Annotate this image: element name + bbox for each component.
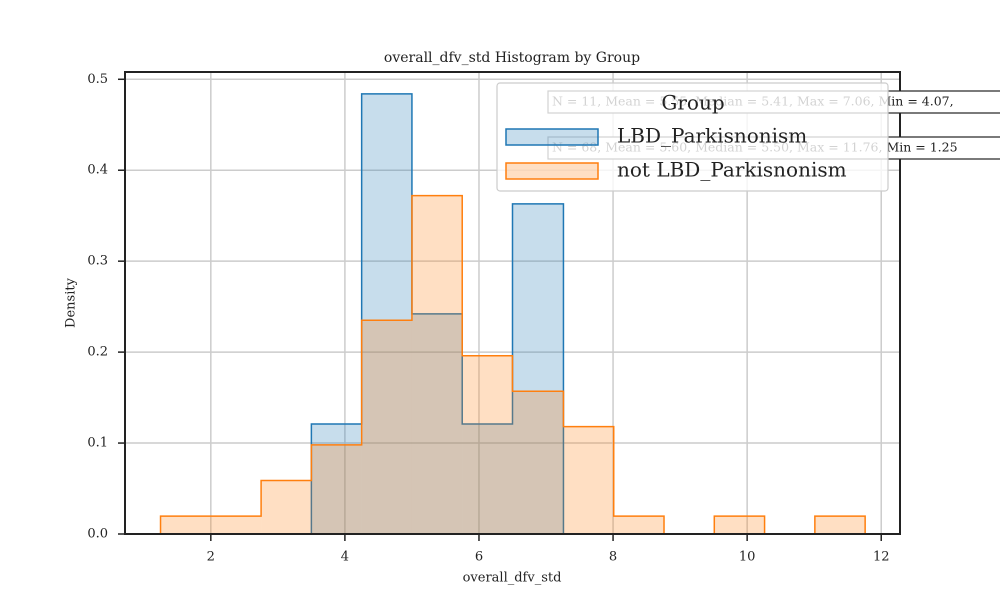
histogram-bar bbox=[814, 516, 866, 534]
histogram-bar bbox=[512, 203, 564, 535]
y-tick-label: 0.3 bbox=[87, 254, 108, 269]
histogram-bar bbox=[210, 516, 262, 534]
histogram-bar bbox=[411, 195, 463, 534]
legend-title: Group bbox=[661, 91, 724, 115]
histogram-bar bbox=[261, 480, 312, 534]
step-outline bbox=[159, 194, 866, 535]
histogram-bar bbox=[311, 444, 362, 534]
y-tick-label: 0.4 bbox=[87, 163, 108, 178]
legend-label: not LBD_Parkisnonism bbox=[617, 158, 847, 182]
plot-frame bbox=[124, 71, 901, 535]
x-tick-label: 6 bbox=[475, 550, 483, 565]
y-tick-label: 0.1 bbox=[87, 436, 108, 451]
histogram-bar bbox=[411, 313, 463, 534]
y-tick-label: 0.5 bbox=[87, 72, 108, 87]
histogram-bar bbox=[160, 516, 211, 534]
histogram-bar bbox=[613, 516, 665, 534]
x-tick-label: 12 bbox=[873, 550, 890, 565]
histogram-bar bbox=[311, 423, 362, 534]
histogram-bar bbox=[512, 391, 564, 534]
legend-swatch bbox=[505, 128, 599, 146]
x-tick-label: 2 bbox=[207, 550, 215, 565]
x-tick-label: 8 bbox=[609, 550, 617, 565]
chart-title: overall_dfv_std Histogram by Group bbox=[384, 50, 640, 66]
histogram-bar bbox=[462, 355, 513, 534]
y-axis-label: Density bbox=[64, 277, 79, 328]
y-tick-label: 0.0 bbox=[87, 527, 108, 542]
histogram-bar bbox=[462, 423, 513, 534]
legend-label: LBD_Parkisnonism bbox=[617, 124, 807, 148]
x-axis-label: overall_dfv_std bbox=[463, 571, 562, 586]
x-tick-label: 10 bbox=[739, 550, 756, 565]
histogram-bar bbox=[563, 426, 614, 534]
histogram-bar bbox=[361, 93, 412, 534]
step-outline bbox=[310, 93, 565, 534]
legend-box bbox=[496, 82, 889, 192]
y-tick-label: 0.2 bbox=[87, 345, 108, 360]
legend-swatch bbox=[505, 162, 599, 180]
x-tick-label: 4 bbox=[341, 550, 349, 565]
histogram-bar bbox=[714, 516, 765, 534]
histogram-bar bbox=[361, 320, 412, 534]
